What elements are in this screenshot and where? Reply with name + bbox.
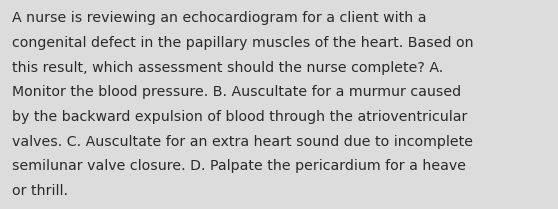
Text: Monitor the blood pressure. B. Auscultate for a murmur caused: Monitor the blood pressure. B. Auscultat… — [12, 85, 461, 99]
Text: A nurse is reviewing an echocardiogram for a client with a: A nurse is reviewing an echocardiogram f… — [12, 11, 427, 25]
Text: or thrill.: or thrill. — [12, 184, 68, 198]
Text: valves. C. Auscultate for an extra heart sound due to incomplete: valves. C. Auscultate for an extra heart… — [12, 135, 473, 149]
Text: semilunar valve closure. D. Palpate the pericardium for a heave: semilunar valve closure. D. Palpate the … — [12, 159, 466, 173]
Text: congenital defect in the papillary muscles of the heart. Based on: congenital defect in the papillary muscl… — [12, 36, 474, 50]
Text: this result, which assessment should the nurse complete? A.: this result, which assessment should the… — [12, 61, 444, 75]
Text: by the backward expulsion of blood through the atrioventricular: by the backward expulsion of blood throu… — [12, 110, 468, 124]
